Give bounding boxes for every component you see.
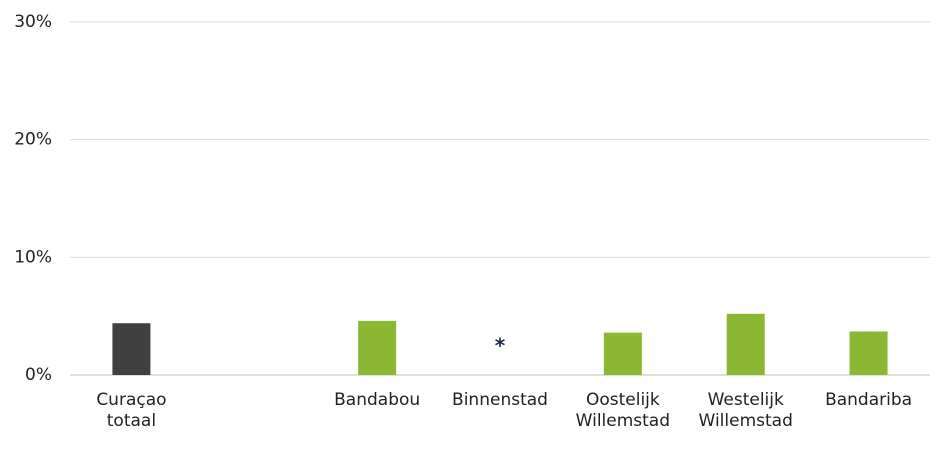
bar: [726, 313, 765, 375]
y-tick-label: 10%: [14, 247, 52, 267]
x-tick-label: Binnenstad: [452, 390, 548, 410]
bar: [358, 320, 397, 375]
x-tick-label: Curaçao totaal: [96, 390, 167, 431]
y-tick-label: 30%: [14, 12, 52, 32]
x-tick-label: Bandariba: [825, 390, 913, 410]
x-tick-label: Westelijk Willemstad: [698, 390, 793, 431]
y-tick-label: 0%: [25, 365, 52, 385]
bar: [849, 331, 888, 375]
annotation: *: [495, 334, 506, 358]
bar: [112, 323, 151, 375]
x-tick-label: Oostelijk Willemstad: [575, 390, 671, 431]
bar: [603, 332, 642, 375]
y-tick-label: 20%: [14, 130, 52, 150]
x-tick-label: Bandabou: [334, 390, 421, 410]
